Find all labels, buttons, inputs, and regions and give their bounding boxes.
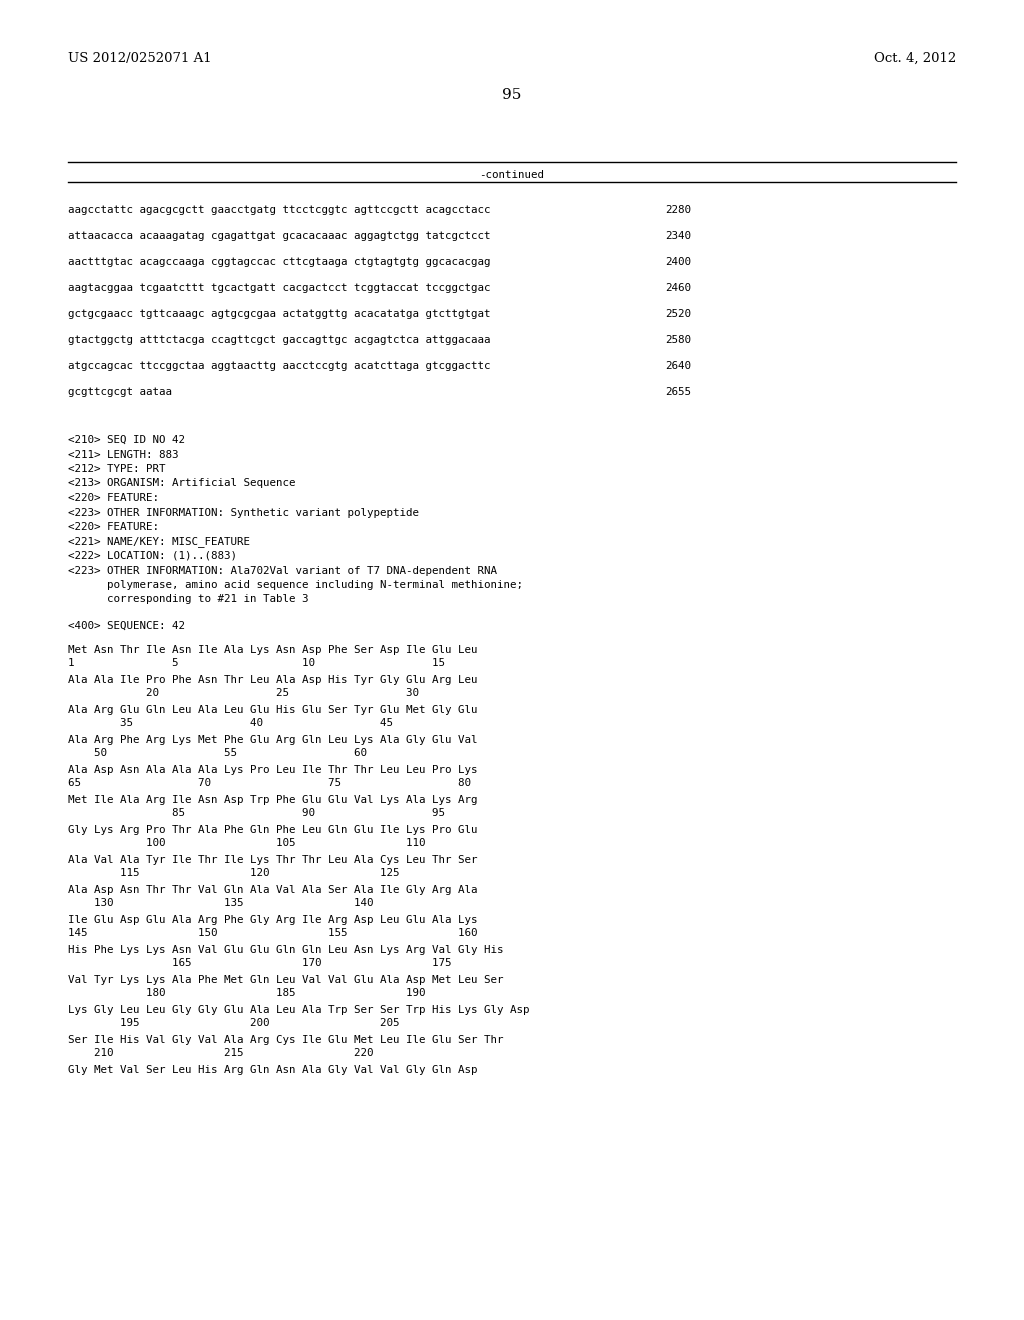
Text: 165                 170                 175: 165 170 175 xyxy=(68,958,452,968)
Text: 210                 215                 220: 210 215 220 xyxy=(68,1048,374,1059)
Text: 2655: 2655 xyxy=(665,387,691,397)
Text: <220> FEATURE:: <220> FEATURE: xyxy=(68,492,159,503)
Text: aagtacggaa tcgaatcttt tgcactgatt cacgactcct tcggtaccat tccggctgac: aagtacggaa tcgaatcttt tgcactgatt cacgact… xyxy=(68,282,490,293)
Text: Ala Ala Ile Pro Phe Asn Thr Leu Ala Asp His Tyr Gly Glu Arg Leu: Ala Ala Ile Pro Phe Asn Thr Leu Ala Asp … xyxy=(68,675,477,685)
Text: Ala Val Ala Tyr Ile Thr Ile Lys Thr Thr Leu Ala Cys Leu Thr Ser: Ala Val Ala Tyr Ile Thr Ile Lys Thr Thr … xyxy=(68,855,477,865)
Text: 180                 185                 190: 180 185 190 xyxy=(68,987,426,998)
Text: <223> OTHER INFORMATION: Synthetic variant polypeptide: <223> OTHER INFORMATION: Synthetic varia… xyxy=(68,507,419,517)
Text: Val Tyr Lys Lys Ala Phe Met Gln Leu Val Val Glu Ala Asp Met Leu Ser: Val Tyr Lys Lys Ala Phe Met Gln Leu Val … xyxy=(68,975,504,985)
Text: 2340: 2340 xyxy=(665,231,691,242)
Text: Ala Arg Phe Arg Lys Met Phe Glu Arg Gln Leu Lys Ala Gly Glu Val: Ala Arg Phe Arg Lys Met Phe Glu Arg Gln … xyxy=(68,735,477,744)
Text: Ala Asp Asn Thr Thr Val Gln Ala Val Ala Ser Ala Ile Gly Arg Ala: Ala Asp Asn Thr Thr Val Gln Ala Val Ala … xyxy=(68,884,477,895)
Text: 2280: 2280 xyxy=(665,205,691,215)
Text: <223> OTHER INFORMATION: Ala702Val variant of T7 DNA-dependent RNA: <223> OTHER INFORMATION: Ala702Val varia… xyxy=(68,565,497,576)
Text: 1               5                   10                  15: 1 5 10 15 xyxy=(68,657,445,668)
Text: polymerase, amino acid sequence including N-terminal methionine;: polymerase, amino acid sequence includin… xyxy=(68,579,523,590)
Text: <222> LOCATION: (1)..(883): <222> LOCATION: (1)..(883) xyxy=(68,550,237,561)
Text: <400> SEQUENCE: 42: <400> SEQUENCE: 42 xyxy=(68,620,185,631)
Text: Gly Lys Arg Pro Thr Ala Phe Gln Phe Leu Gln Glu Ile Lys Pro Glu: Gly Lys Arg Pro Thr Ala Phe Gln Phe Leu … xyxy=(68,825,477,836)
Text: 115                 120                 125: 115 120 125 xyxy=(68,869,399,878)
Text: Ser Ile His Val Gly Val Ala Arg Cys Ile Glu Met Leu Ile Glu Ser Thr: Ser Ile His Val Gly Val Ala Arg Cys Ile … xyxy=(68,1035,504,1045)
Text: Gly Met Val Ser Leu His Arg Gln Asn Ala Gly Val Val Gly Gln Asp: Gly Met Val Ser Leu His Arg Gln Asn Ala … xyxy=(68,1065,477,1074)
Text: aagcctattc agacgcgctt gaacctgatg ttcctcggtc agttccgctt acagcctacc: aagcctattc agacgcgctt gaacctgatg ttcctcg… xyxy=(68,205,490,215)
Text: 50                  55                  60: 50 55 60 xyxy=(68,748,367,758)
Text: 2460: 2460 xyxy=(665,282,691,293)
Text: 85                  90                  95: 85 90 95 xyxy=(68,808,445,818)
Text: atgccagcac ttccggctaa aggtaacttg aacctccgtg acatcttaga gtcggacttc: atgccagcac ttccggctaa aggtaacttg aacctcc… xyxy=(68,360,490,371)
Text: gtactggctg atttctacga ccagttcgct gaccagttgc acgagtctca attggacaaa: gtactggctg atttctacga ccagttcgct gaccagt… xyxy=(68,335,490,345)
Text: 100                 105                 110: 100 105 110 xyxy=(68,838,426,847)
Text: 2400: 2400 xyxy=(665,257,691,267)
Text: <211> LENGTH: 883: <211> LENGTH: 883 xyxy=(68,450,178,459)
Text: attaacacca acaaagatag cgagattgat gcacacaaac aggagtctgg tatcgctcct: attaacacca acaaagatag cgagattgat gcacaca… xyxy=(68,231,490,242)
Text: corresponding to #21 in Table 3: corresponding to #21 in Table 3 xyxy=(68,594,308,605)
Text: 95: 95 xyxy=(503,88,521,102)
Text: -continued: -continued xyxy=(479,170,545,180)
Text: gctgcgaacc tgttcaaagc agtgcgcgaa actatggttg acacatatga gtcttgtgat: gctgcgaacc tgttcaaagc agtgcgcgaa actatgg… xyxy=(68,309,490,319)
Text: 130                 135                 140: 130 135 140 xyxy=(68,898,374,908)
Text: 35                  40                  45: 35 40 45 xyxy=(68,718,393,729)
Text: 65                  70                  75                  80: 65 70 75 80 xyxy=(68,777,471,788)
Text: 20                  25                  30: 20 25 30 xyxy=(68,688,419,698)
Text: Ile Glu Asp Glu Ala Arg Phe Gly Arg Ile Arg Asp Leu Glu Ala Lys: Ile Glu Asp Glu Ala Arg Phe Gly Arg Ile … xyxy=(68,915,477,925)
Text: Lys Gly Leu Leu Gly Gly Glu Ala Leu Ala Trp Ser Ser Trp His Lys Gly Asp: Lys Gly Leu Leu Gly Gly Glu Ala Leu Ala … xyxy=(68,1005,529,1015)
Text: US 2012/0252071 A1: US 2012/0252071 A1 xyxy=(68,51,212,65)
Text: Ala Asp Asn Ala Ala Ala Lys Pro Leu Ile Thr Thr Leu Leu Pro Lys: Ala Asp Asn Ala Ala Ala Lys Pro Leu Ile … xyxy=(68,766,477,775)
Text: Met Asn Thr Ile Asn Ile Ala Lys Asn Asp Phe Ser Asp Ile Glu Leu: Met Asn Thr Ile Asn Ile Ala Lys Asn Asp … xyxy=(68,645,477,655)
Text: His Phe Lys Lys Asn Val Glu Glu Gln Gln Leu Asn Lys Arg Val Gly His: His Phe Lys Lys Asn Val Glu Glu Gln Gln … xyxy=(68,945,504,954)
Text: 2640: 2640 xyxy=(665,360,691,371)
Text: gcgttcgcgt aataa: gcgttcgcgt aataa xyxy=(68,387,172,397)
Text: Ala Arg Glu Gln Leu Ala Leu Glu His Glu Ser Tyr Glu Met Gly Glu: Ala Arg Glu Gln Leu Ala Leu Glu His Glu … xyxy=(68,705,477,715)
Text: 145                 150                 155                 160: 145 150 155 160 xyxy=(68,928,477,939)
Text: <220> FEATURE:: <220> FEATURE: xyxy=(68,521,159,532)
Text: <210> SEQ ID NO 42: <210> SEQ ID NO 42 xyxy=(68,436,185,445)
Text: 2520: 2520 xyxy=(665,309,691,319)
Text: Met Ile Ala Arg Ile Asn Asp Trp Phe Glu Glu Val Lys Ala Lys Arg: Met Ile Ala Arg Ile Asn Asp Trp Phe Glu … xyxy=(68,795,477,805)
Text: <212> TYPE: PRT: <212> TYPE: PRT xyxy=(68,465,166,474)
Text: 2580: 2580 xyxy=(665,335,691,345)
Text: aactttgtac acagccaaga cggtagccac cttcgtaaga ctgtagtgtg ggcacacgag: aactttgtac acagccaaga cggtagccac cttcgta… xyxy=(68,257,490,267)
Text: <213> ORGANISM: Artificial Sequence: <213> ORGANISM: Artificial Sequence xyxy=(68,479,296,488)
Text: Oct. 4, 2012: Oct. 4, 2012 xyxy=(873,51,956,65)
Text: <221> NAME/KEY: MISC_FEATURE: <221> NAME/KEY: MISC_FEATURE xyxy=(68,536,250,548)
Text: 195                 200                 205: 195 200 205 xyxy=(68,1018,399,1028)
